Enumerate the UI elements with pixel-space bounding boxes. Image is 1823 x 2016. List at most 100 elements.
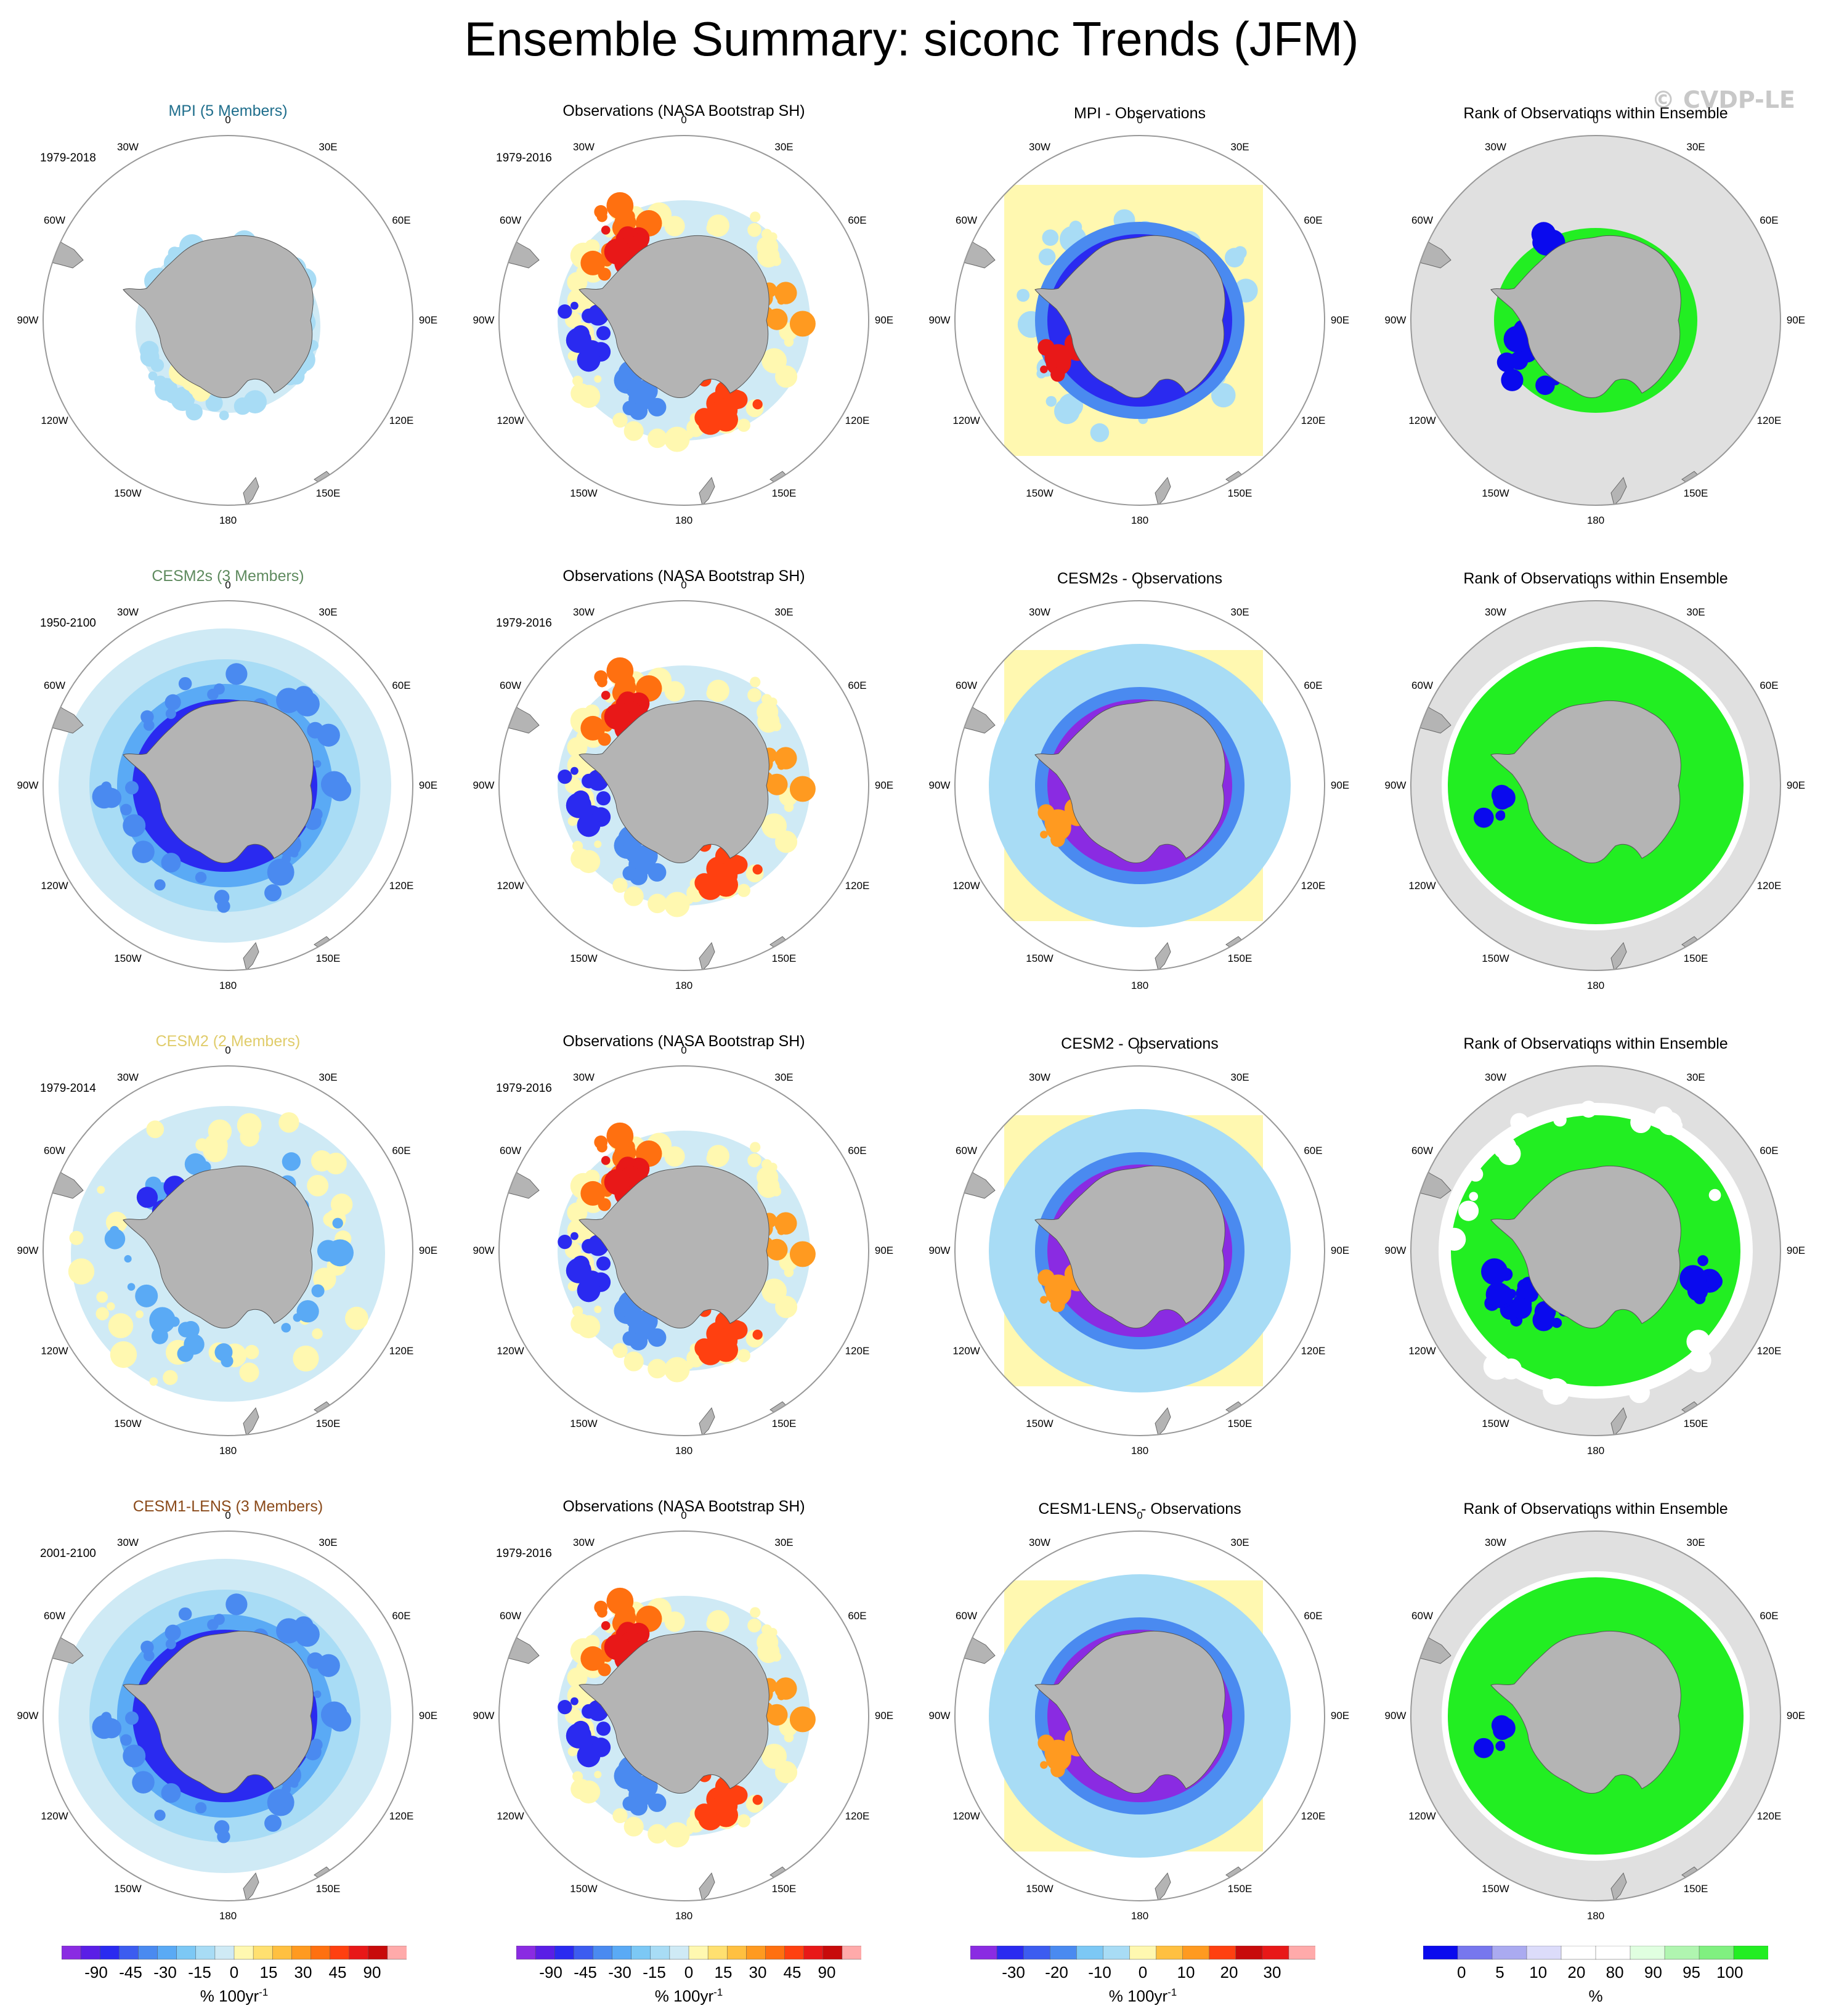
longitude-label: 150E	[771, 1418, 797, 1430]
colorbar-tick-label: -15	[643, 1963, 666, 1981]
longitude-label: 150W	[570, 1418, 598, 1430]
longitude-label: 0	[1593, 114, 1599, 126]
longitude-label: 120W	[497, 1344, 524, 1357]
observations-panel: Observations (NASA Bootstrap SH) 1979-201…	[456, 465, 912, 991]
antarctica-landmass	[1490, 1631, 1681, 1794]
longitude-label: 150W	[1482, 1418, 1509, 1430]
colorbar-swatch	[1156, 1945, 1184, 1960]
colorbar-swatch	[1023, 1945, 1050, 1960]
colorbar-swatch	[291, 1945, 312, 1960]
longitude-label: 120E	[1756, 1344, 1782, 1357]
longitude-label: 60E	[392, 1609, 411, 1622]
panel-title: Rank of Observations within Ensemble	[1463, 1500, 1728, 1518]
longitude-label: 30W	[573, 606, 595, 618]
colorbar-tick-label: -30	[153, 1963, 177, 1981]
main-title: Ensemble Summary: siconc Trends (JFM)	[464, 12, 1359, 66]
longitude-label: 30W	[1029, 1536, 1050, 1548]
period-label: 1979-2016	[496, 1082, 552, 1095]
colorbar-tick-label: -90	[539, 1963, 562, 1981]
longitude-label: 0	[681, 1044, 687, 1056]
longitude-label: 90E	[874, 1245, 894, 1256]
longitude-label: 30E	[1230, 1536, 1249, 1548]
longitude-label: 0	[1593, 1044, 1599, 1056]
colorbar-tick-label: 0	[1138, 1963, 1148, 1981]
longitude-label: 120E	[1301, 1344, 1326, 1357]
longitude-label: 120W	[952, 879, 980, 892]
colorbar-tick-label: 80	[1606, 1963, 1624, 1981]
model-panel: CESM1-LENS (3 Members) 2001-2100 0 30E 60E 90…	[0, 1396, 456, 1922]
colorbar-units-label: % 100yr-1	[200, 1986, 269, 2006]
colorbar-swatch	[1595, 1945, 1631, 1960]
longitude-label: 90W	[1384, 1710, 1407, 1721]
longitude-label: 60W	[500, 214, 522, 226]
longitude-label: 60W	[500, 1609, 522, 1622]
longitude-label: 30E	[1686, 1536, 1705, 1548]
longitude-label: 60W	[1411, 214, 1434, 226]
longitude-label: 60E	[1760, 1144, 1779, 1156]
longitude-label: 180	[219, 980, 237, 991]
longitude-label: 180	[1131, 1910, 1149, 1922]
colorbar-swatch	[1103, 1945, 1131, 1960]
longitude-label: 120W	[1408, 1344, 1436, 1357]
polar-map	[954, 600, 1325, 971]
longitude-label: 30W	[1485, 1536, 1506, 1548]
colorbar-swatch	[631, 1945, 651, 1960]
panel-title: Rank of Observations within Ensemble	[1463, 1035, 1728, 1052]
longitude-label: 150W	[1026, 1883, 1054, 1895]
longitude-label: 30E	[1230, 140, 1249, 153]
longitude-label: 150W	[570, 953, 598, 965]
longitude-label: 120W	[952, 1810, 980, 1822]
longitude-label: 0	[1137, 579, 1143, 591]
colorbar-tick-label: 95	[1683, 1963, 1700, 1981]
colorbar-tick-label: 90	[1644, 1963, 1662, 1981]
longitude-label: 150E	[1227, 487, 1253, 500]
panel-title: MPI (5 Members)	[168, 102, 288, 120]
longitude-label: 120E	[389, 1810, 414, 1822]
colorbar-swatch	[707, 1945, 728, 1960]
longitude-label: 30W	[117, 140, 139, 153]
polar-map	[954, 1530, 1325, 1901]
panel-title: CESM2s - Observations	[1057, 570, 1223, 587]
longitude-label: 0	[225, 114, 231, 126]
longitude-label: 60E	[1304, 214, 1323, 226]
longitude-label: 60E	[848, 1144, 867, 1156]
longitude-label: 30E	[319, 1071, 338, 1083]
longitude-label: 180	[675, 514, 693, 526]
observations-panel: Observations (NASA Bootstrap SH) 1979-201…	[456, 0, 912, 526]
colorbar-swatch	[516, 1945, 536, 1960]
longitude-label: 150W	[1026, 1418, 1054, 1430]
colorbar-swatch	[1129, 1945, 1157, 1960]
colorbar-swatch	[119, 1945, 139, 1960]
longitude-label: 180	[1131, 980, 1149, 991]
antarctica-landmass	[123, 1166, 314, 1329]
longitude-label: 30E	[319, 1536, 338, 1548]
antarctica-landmass	[123, 1631, 314, 1794]
model-panel: MPI (5 Members) 1979-2018 0 30E 60E 90E 120E 15…	[0, 0, 456, 526]
longitude-label: 150W	[570, 1883, 598, 1895]
longitude-label: 180	[675, 1445, 693, 1457]
longitude-label: 120E	[845, 879, 870, 892]
longitude-label: 150E	[1683, 1418, 1708, 1430]
colorbar-swatch	[368, 1945, 388, 1960]
rank-panel: Rank of Observations within Ensemble 0 30E…	[1368, 1396, 1823, 1922]
colorbar-tick-label: 10	[1529, 1963, 1548, 1981]
longitude-label: 30W	[1029, 140, 1050, 153]
colorbar-swatch	[157, 1945, 177, 1960]
period-label: 1979-2018	[40, 152, 96, 165]
antarctica-landmass	[579, 235, 769, 399]
colorbar-tick-label: 30	[1263, 1963, 1281, 1981]
longitude-label: 90E	[418, 314, 438, 326]
longitude-label: 30W	[117, 1536, 139, 1548]
longitude-label: 120E	[1301, 414, 1326, 426]
polar-map	[498, 1065, 869, 1436]
difference-panel: CESM2s - Observations 0 30E 60E 90E 120E 150E 1…	[912, 465, 1368, 991]
longitude-label: 120E	[1756, 1810, 1782, 1822]
antarctica-landmass	[579, 1166, 769, 1329]
longitude-label: 180	[1586, 514, 1605, 526]
longitude-label: 180	[675, 980, 693, 991]
antarctica-landmass	[1034, 701, 1225, 864]
longitude-label: 30E	[1230, 1071, 1249, 1083]
longitude-label: 90W	[928, 1245, 951, 1256]
colorbar-swatch	[746, 1945, 766, 1960]
colorbar-tick-label: -10	[1088, 1963, 1111, 1981]
